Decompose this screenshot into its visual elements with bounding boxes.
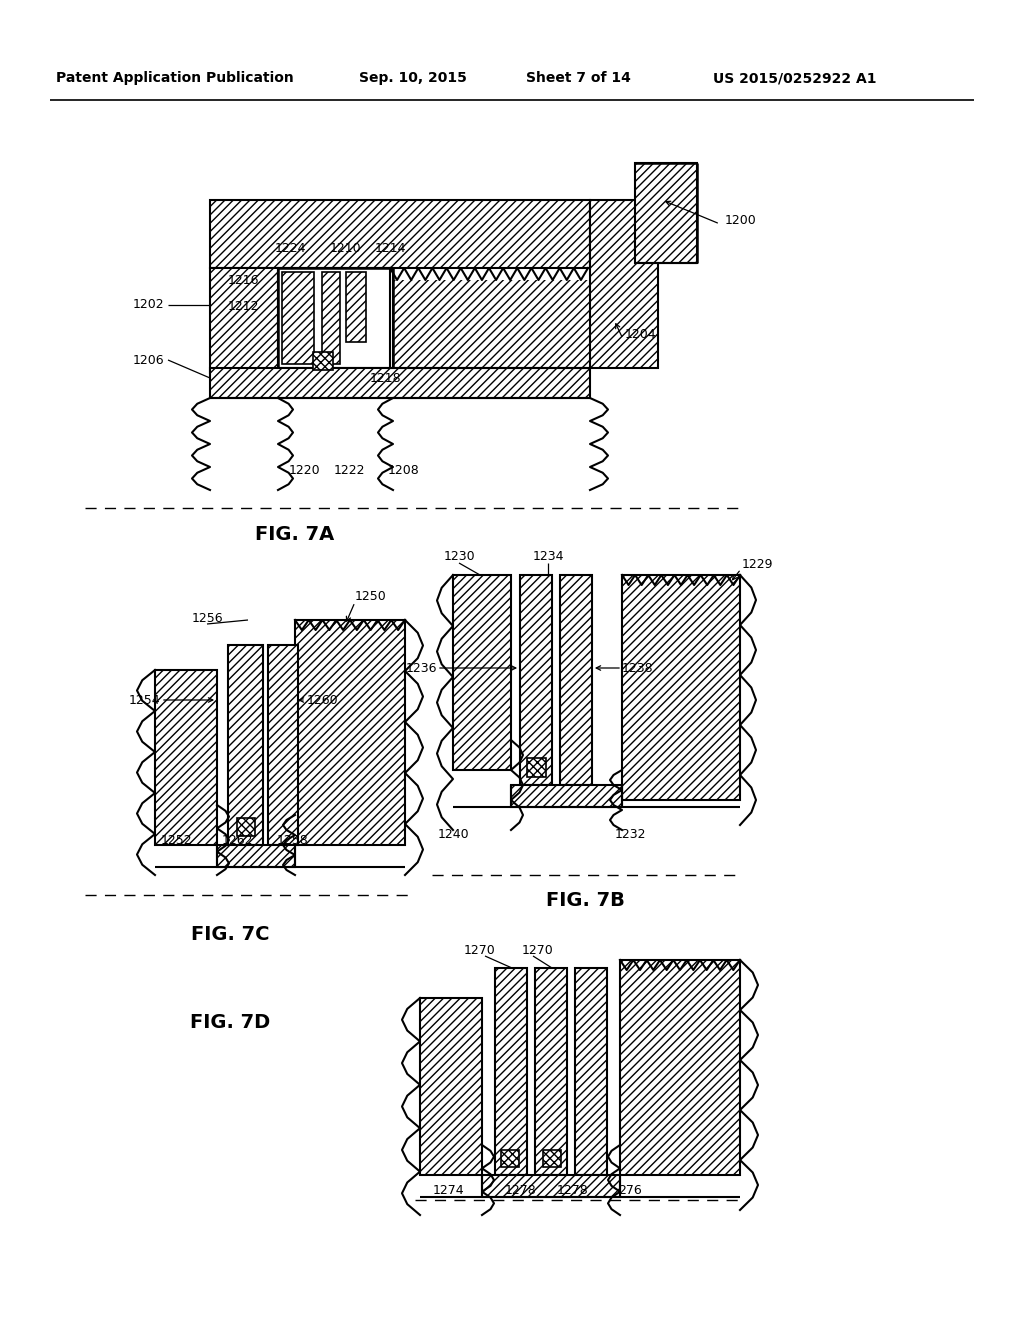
Bar <box>590 201 658 368</box>
Text: 1256: 1256 <box>191 611 223 624</box>
Text: 1236: 1236 <box>406 661 437 675</box>
Bar <box>560 576 592 785</box>
Text: Sheet 7 of 14: Sheet 7 of 14 <box>525 71 631 84</box>
Text: 1222: 1222 <box>333 463 365 477</box>
Bar <box>210 201 590 268</box>
Text: 1260: 1260 <box>307 693 339 706</box>
Bar <box>282 272 314 364</box>
Text: 1212: 1212 <box>227 301 259 314</box>
Bar <box>635 162 697 263</box>
Bar <box>346 272 366 342</box>
Bar <box>295 620 406 845</box>
Text: 1238: 1238 <box>622 661 653 675</box>
Text: FIG. 7D: FIG. 7D <box>189 1012 270 1031</box>
Bar <box>453 576 511 770</box>
Text: 1278: 1278 <box>557 1184 589 1197</box>
Text: 1206: 1206 <box>133 354 165 367</box>
Bar <box>482 1175 620 1197</box>
Text: 1270: 1270 <box>464 944 496 957</box>
Text: FIG. 7C: FIG. 7C <box>190 925 269 945</box>
Bar <box>511 785 622 807</box>
Text: 1262: 1262 <box>221 834 253 847</box>
Text: 1252: 1252 <box>160 834 191 847</box>
Text: 1216: 1216 <box>227 273 259 286</box>
Bar <box>237 818 255 836</box>
Text: US 2015/0252922 A1: US 2015/0252922 A1 <box>714 71 877 84</box>
Bar <box>155 671 217 845</box>
Text: 1210: 1210 <box>329 242 360 255</box>
Text: 1224: 1224 <box>274 242 306 255</box>
Text: 1202: 1202 <box>133 298 165 312</box>
Text: 276: 276 <box>618 1184 642 1197</box>
Text: 1218: 1218 <box>370 371 401 384</box>
Bar <box>390 280 590 368</box>
Bar <box>322 272 340 364</box>
Bar <box>278 268 393 374</box>
Bar <box>420 998 482 1175</box>
Text: 1220: 1220 <box>288 463 319 477</box>
Text: 1229: 1229 <box>742 557 773 570</box>
Bar <box>217 845 295 867</box>
Text: 1274: 1274 <box>432 1184 464 1197</box>
Bar <box>390 280 590 368</box>
Bar <box>313 352 333 370</box>
Text: 1200: 1200 <box>725 214 757 227</box>
Bar <box>535 968 567 1175</box>
Bar <box>620 960 740 1175</box>
Bar <box>527 758 546 777</box>
Text: 1234: 1234 <box>532 550 564 564</box>
Text: 1258: 1258 <box>278 834 309 847</box>
Text: Sep. 10, 2015: Sep. 10, 2015 <box>359 71 467 84</box>
Text: Patent Application Publication: Patent Application Publication <box>56 71 294 84</box>
Bar <box>520 576 552 785</box>
Text: 1230: 1230 <box>443 550 475 564</box>
Text: FIG. 7A: FIG. 7A <box>255 525 335 544</box>
Text: 1208: 1208 <box>388 463 420 477</box>
Text: 1250: 1250 <box>355 590 387 603</box>
Bar <box>543 1150 561 1167</box>
Bar <box>575 968 607 1175</box>
Text: 1240: 1240 <box>437 829 469 842</box>
Text: FIG. 7B: FIG. 7B <box>546 891 625 909</box>
Text: 1254: 1254 <box>128 693 160 706</box>
Bar <box>210 268 278 374</box>
Bar <box>228 645 263 845</box>
Bar <box>622 576 740 800</box>
Text: 1270: 1270 <box>522 944 554 957</box>
Text: 1214: 1214 <box>374 242 406 255</box>
Bar <box>501 1150 519 1167</box>
Text: 1278: 1278 <box>505 1184 537 1197</box>
Text: 1232: 1232 <box>614 829 646 842</box>
Bar <box>210 368 590 399</box>
Bar <box>495 968 527 1175</box>
Bar <box>278 268 393 368</box>
Bar <box>268 645 298 845</box>
Text: 1204: 1204 <box>625 329 656 342</box>
